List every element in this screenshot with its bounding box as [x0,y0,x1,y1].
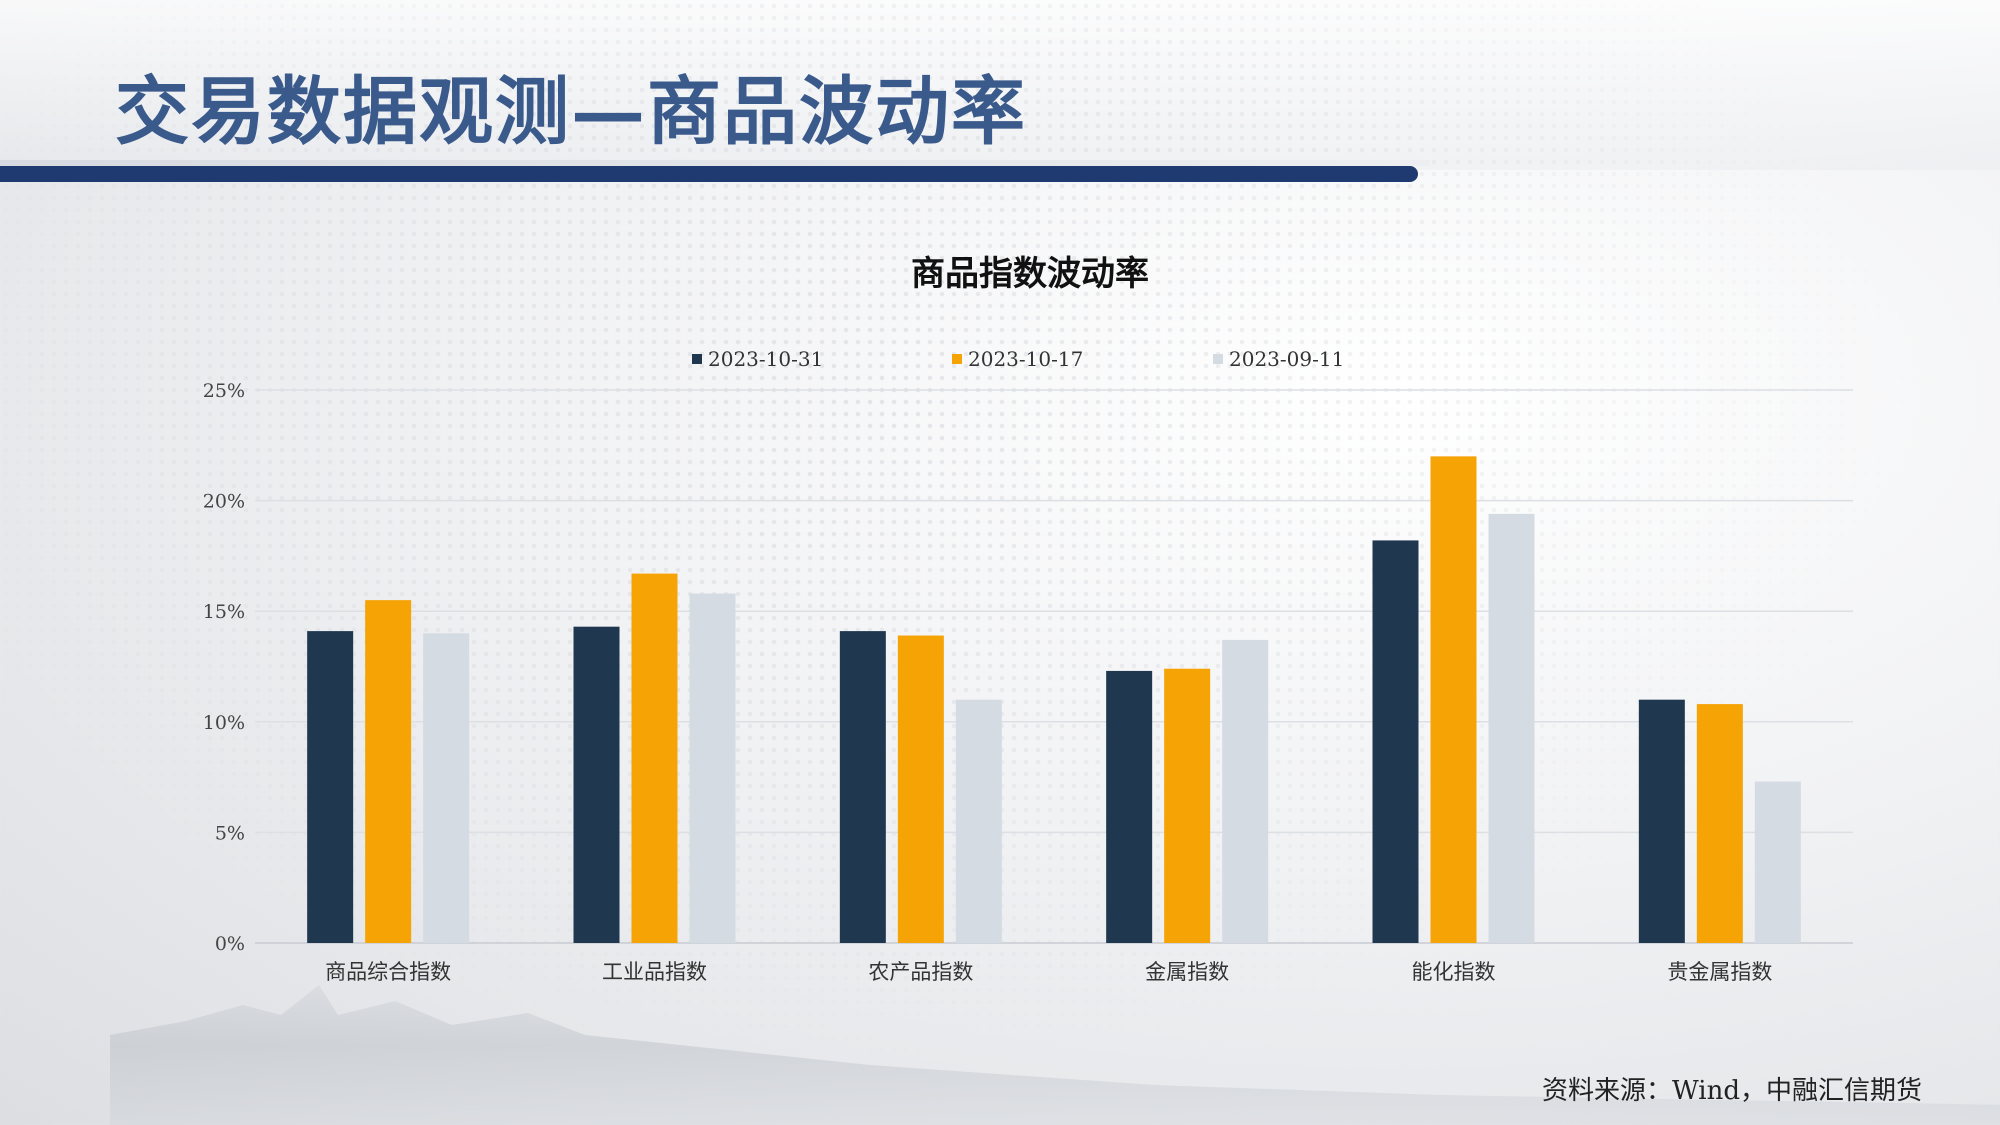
bar [1638,699,1685,943]
header-rule [0,166,1418,182]
header-band [0,0,2000,170]
y-tick-label: 0% [215,933,245,955]
y-tick-label: 25% [203,380,245,402]
y-tick-label: 15% [203,601,245,623]
x-tick-label: 能化指数 [1412,960,1496,984]
legend-swatch [952,354,962,364]
bar [307,631,354,943]
bar [897,635,944,943]
x-tick-label: 贵金属指数 [1667,960,1772,984]
x-tick-label: 商品综合指数 [325,960,451,984]
legend-label: 2023-10-17 [968,347,1083,371]
source-note: 资料来源：Wind，中融汇信期货 [1542,1076,1922,1106]
bars [307,456,1801,943]
bar [689,593,736,943]
bar [1164,668,1211,943]
bar [573,626,620,943]
chart-title: 商品指数波动率 [911,254,1149,294]
y-tick-label: 10% [203,712,245,734]
page-title: 交易数据观测—商品波动率 [115,69,1027,155]
bar [423,633,470,943]
x-tick-label: 农产品指数 [868,960,973,984]
x-tick-label: 工业品指数 [602,960,707,984]
x-axis: 商品综合指数 工业品指数 农产品指数 金属指数 能化指数 贵金属指数 [325,960,1772,984]
x-tick-label: 金属指数 [1145,960,1229,984]
legend-swatch [1213,354,1223,364]
bar [1488,513,1535,943]
bar [631,573,678,943]
bar [365,600,412,943]
y-tick-label: 20% [203,491,245,513]
legend-swatch [692,354,702,364]
bar [1430,456,1477,943]
bar [955,699,1002,943]
bar [839,631,886,943]
legend-label: 2023-09-11 [1229,347,1344,371]
legend: 2023-10-31 2023-10-17 2023-09-11 [692,347,1344,371]
bar [1696,704,1743,943]
y-axis: 0% 5% 10% 15% 20% 25% [203,380,245,955]
bar [1754,781,1801,943]
header-rule-highlight [0,160,1430,166]
y-tick-label: 5% [215,822,245,844]
bar [1222,639,1269,943]
gridlines [255,389,1853,944]
legend-label: 2023-10-31 [708,347,823,371]
bar [1372,540,1419,943]
bar [1106,670,1153,943]
